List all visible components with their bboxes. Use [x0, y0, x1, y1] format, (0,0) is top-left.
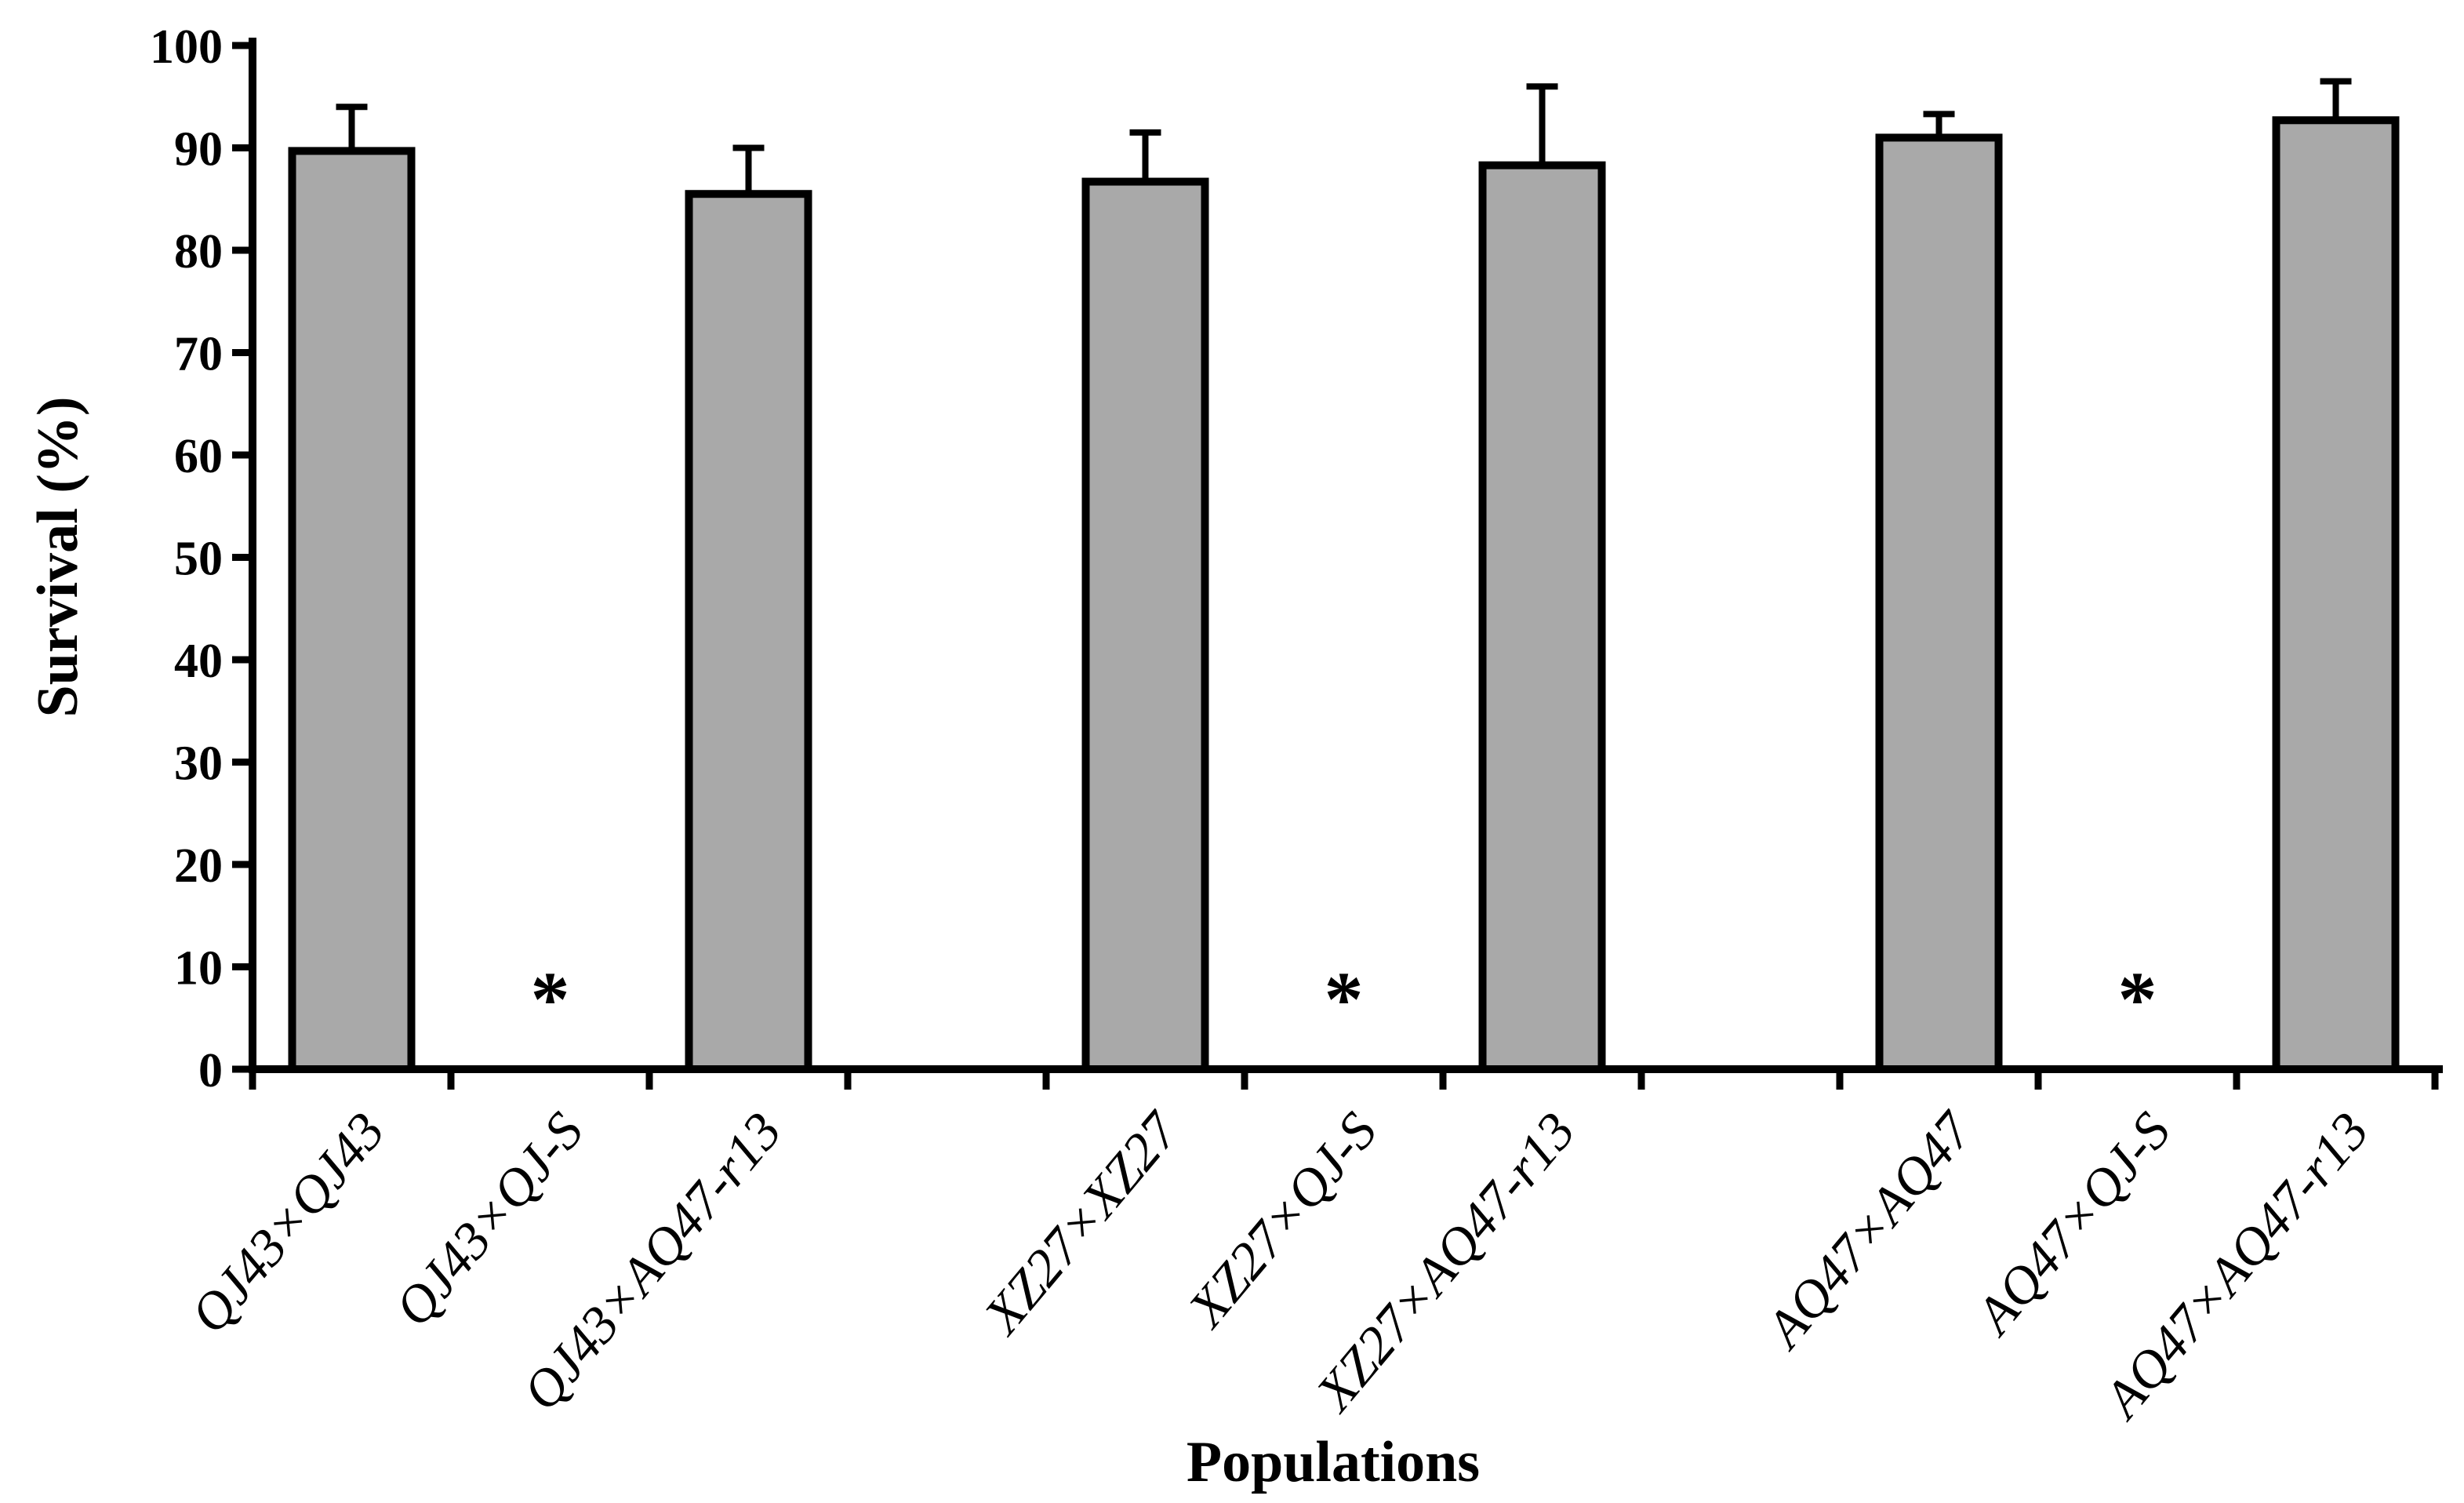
category-label: AQ47×AQ47 [1753, 1100, 1985, 1360]
bar [288, 147, 416, 1073]
y-tick-label: 70 [174, 328, 223, 381]
plot-area: 0 10 20 30 40 50 60 70 80 90 100 * * * QJ43×QJ43QJ43×Q… [150, 20, 2443, 1431]
y-axis-title: Survival (%) [26, 396, 90, 717]
y-tick-label: 80 [174, 225, 223, 278]
bar [1478, 161, 1606, 1073]
y-tick-label: 30 [174, 737, 223, 791]
y-tick-label: 40 [174, 635, 223, 688]
y-tick-label: 50 [174, 533, 223, 586]
bar [1875, 133, 2003, 1074]
bar [2272, 116, 2400, 1073]
category-label: AQ47×QJ-S [1962, 1101, 2182, 1347]
category-label: XZ27×QJ-S [1175, 1101, 1388, 1339]
significance-asterisk: * [2118, 955, 2157, 1043]
category-label: QJ43×QJ-S [383, 1101, 594, 1337]
y-tick-label: 10 [174, 942, 223, 995]
category-label: QJ43×QJ43 [179, 1101, 396, 1345]
y-tick-label: 60 [174, 430, 223, 483]
x-axis-title: Populations [1187, 1430, 1480, 1494]
y-tick-label: 0 [198, 1044, 223, 1097]
bar [685, 190, 812, 1074]
significance-asterisk: * [1325, 955, 1364, 1043]
category-label: XZ27×XZ27 [971, 1100, 1191, 1346]
y-tick-label: 100 [150, 20, 223, 74]
bar [1081, 177, 1209, 1074]
y-tick-label: 90 [174, 123, 223, 177]
significance-asterisk: * [531, 955, 570, 1043]
y-tick-label: 20 [174, 839, 223, 893]
